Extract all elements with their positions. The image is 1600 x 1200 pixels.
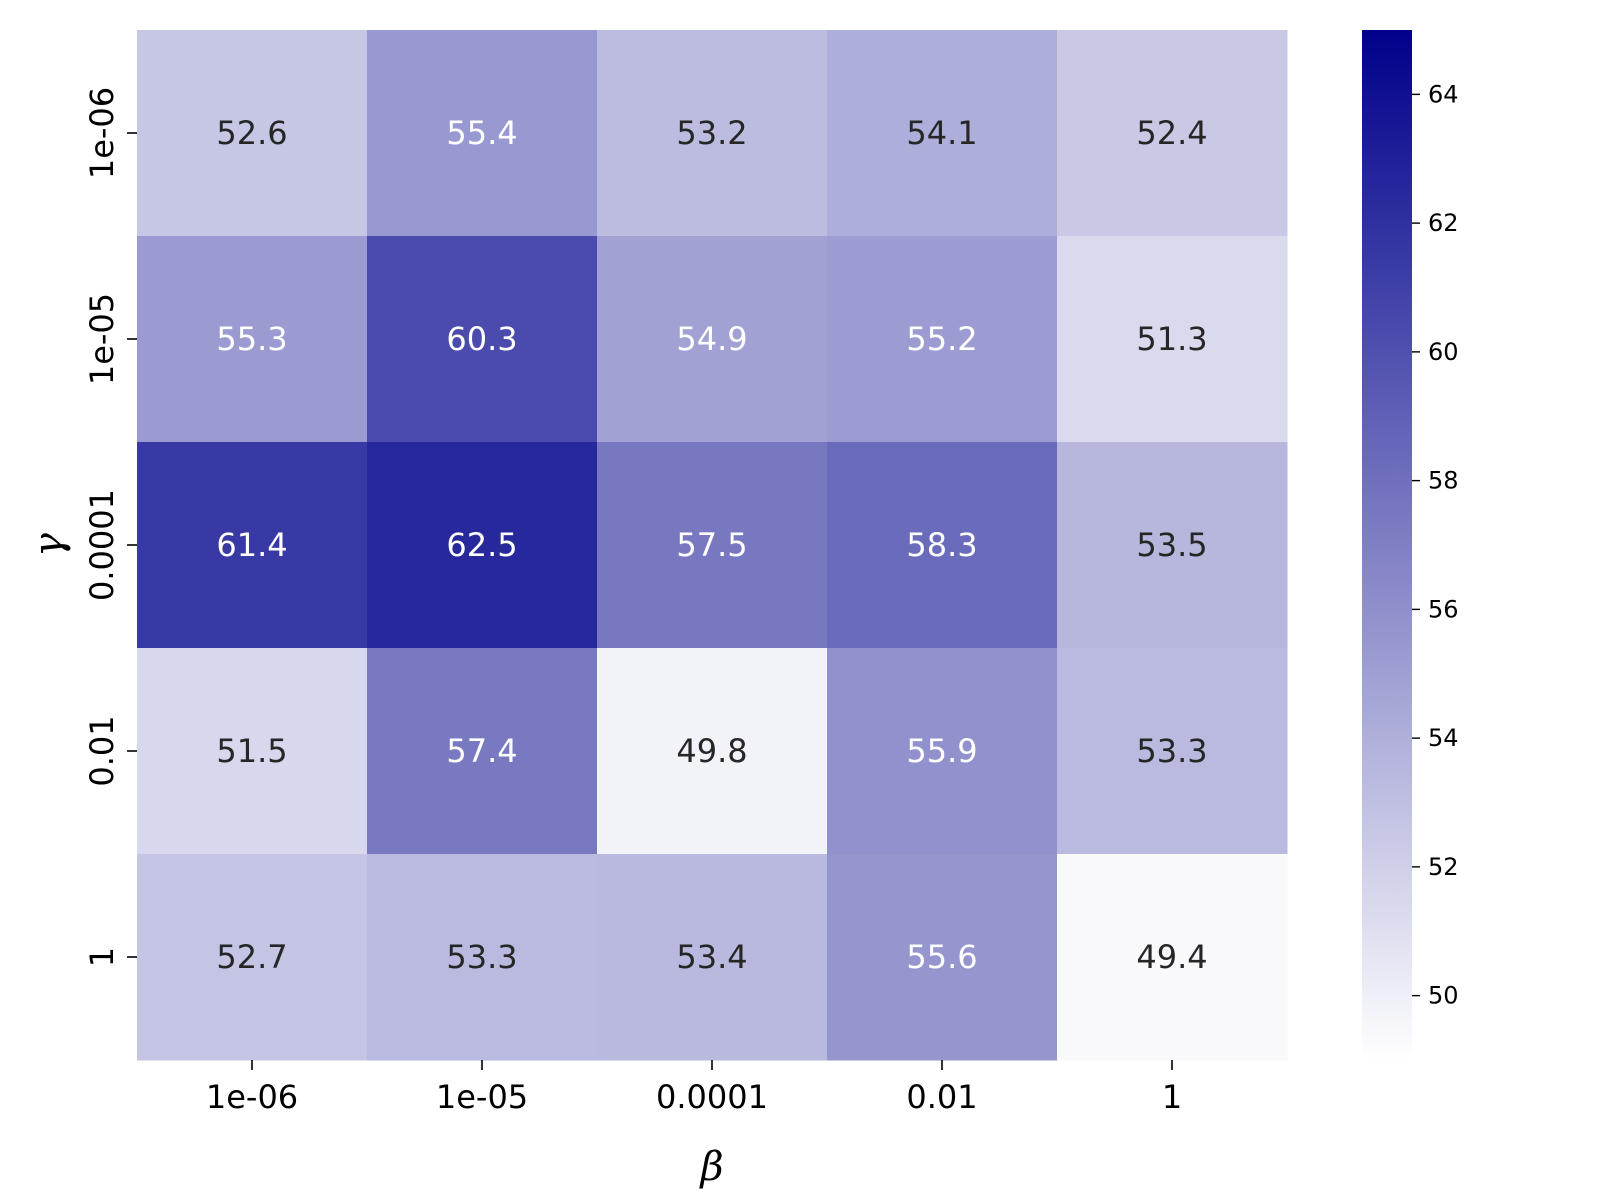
y-tick-label: 1e-05 bbox=[83, 293, 121, 385]
heatmap-cell-labels: 52.6 55.4 53.2 54.1 52.4 55.3 60.3 54.9 55.2 51.3… bbox=[216, 114, 1207, 976]
x-tick-label: 0.01 bbox=[906, 1078, 977, 1116]
heatmap-cell bbox=[827, 854, 1058, 1061]
x-tick-label: 0.0001 bbox=[656, 1078, 768, 1116]
heatmap-cell-label: 55.6 bbox=[906, 938, 977, 976]
heatmap-cell-label: 53.4 bbox=[676, 938, 747, 976]
heatmap-cell-label: 55.4 bbox=[446, 114, 517, 152]
colorbar-tick-label: 54 bbox=[1428, 724, 1459, 752]
heatmap-cell-label: 58.3 bbox=[906, 526, 977, 564]
heatmap-cell-label: 53.3 bbox=[1136, 732, 1207, 770]
y-axis: 1e-06 1e-05 0.0001 0.01 1 bbox=[83, 87, 137, 967]
heatmap-cell bbox=[1057, 648, 1288, 855]
colorbar-tick-label: 50 bbox=[1428, 982, 1459, 1010]
heatmap-cell-label: 52.6 bbox=[216, 114, 287, 152]
heatmap-cell-label: 51.5 bbox=[216, 732, 287, 770]
heatmap-cell-label: 55.9 bbox=[906, 732, 977, 770]
heatmap-cell-label: 53.2 bbox=[676, 114, 747, 152]
heatmap-cell-label: 60.3 bbox=[446, 320, 517, 358]
y-tick-label: 1e-06 bbox=[83, 87, 121, 179]
x-tick-label: 1e-05 bbox=[436, 1078, 528, 1116]
heatmap-cell bbox=[597, 648, 828, 855]
colorbar-tick-label: 60 bbox=[1428, 338, 1459, 366]
heatmap-cell-label: 54.1 bbox=[906, 114, 977, 152]
heatmap-cell-label: 55.2 bbox=[906, 320, 977, 358]
colorbar-tick-label: 52 bbox=[1428, 853, 1459, 881]
colorbar-gradient-bar bbox=[1362, 30, 1412, 1060]
heatmap-cell bbox=[1057, 236, 1288, 443]
heatmap-cell bbox=[597, 30, 828, 237]
heatmap-cell bbox=[827, 648, 1058, 855]
heatmap-cell bbox=[367, 442, 598, 649]
heatmap-cell bbox=[827, 30, 1058, 237]
heatmap-cell bbox=[367, 236, 598, 443]
colorbar-tick-label: 62 bbox=[1428, 209, 1459, 237]
heatmap-cell bbox=[597, 236, 828, 443]
heatmap-cell-label: 53.5 bbox=[1136, 526, 1207, 564]
heatmap-cell-label: 57.4 bbox=[446, 732, 517, 770]
y-tick-label: 1 bbox=[83, 947, 121, 967]
heatmap-cell bbox=[137, 854, 368, 1061]
heatmap-cell-label: 52.4 bbox=[1136, 114, 1207, 152]
heatmap-cell bbox=[137, 30, 368, 237]
heatmap-cell bbox=[827, 236, 1058, 443]
heatmap-cell bbox=[827, 442, 1058, 649]
x-tick-label: 1 bbox=[1162, 1078, 1182, 1116]
heatmap-cell bbox=[137, 648, 368, 855]
heatmap-cell bbox=[1057, 30, 1288, 237]
heatmap-cell bbox=[137, 236, 368, 443]
y-axis-title: γ bbox=[26, 533, 72, 557]
colorbar-tick-label: 64 bbox=[1428, 80, 1459, 108]
heatmap-cell-label: 49.8 bbox=[676, 732, 747, 770]
heatmap-cell-label: 51.3 bbox=[1136, 320, 1207, 358]
heatmap-cell bbox=[137, 442, 368, 649]
heatmap-cell-label: 62.5 bbox=[446, 526, 517, 564]
x-axis: 1e-06 1e-05 0.0001 0.01 1 bbox=[206, 1060, 1182, 1116]
y-tick-label: 0.01 bbox=[83, 715, 121, 786]
heatmap-cell-label: 61.4 bbox=[216, 526, 287, 564]
heatmap-cell bbox=[1057, 854, 1288, 1061]
heatmap-cell bbox=[597, 854, 828, 1061]
heatmap-cell-label: 49.4 bbox=[1136, 938, 1207, 976]
heatmap-cell-label: 54.9 bbox=[676, 320, 747, 358]
heatmap-cell-label: 57.5 bbox=[676, 526, 747, 564]
colorbar-tick-label: 58 bbox=[1428, 467, 1459, 495]
heatmap-cell bbox=[367, 648, 598, 855]
heatmap-cell bbox=[1057, 442, 1288, 649]
x-tick-label: 1e-06 bbox=[206, 1078, 298, 1116]
x-axis-title: β bbox=[698, 1144, 723, 1190]
heatmap-cell bbox=[367, 854, 598, 1061]
heatmap-cell bbox=[597, 442, 828, 649]
colorbar: 50 52 54 56 58 60 62 64 bbox=[1362, 30, 1459, 1060]
heatmap-cell-label: 55.3 bbox=[216, 320, 287, 358]
heatmap-cell-label: 53.3 bbox=[446, 938, 517, 976]
y-tick-label: 0.0001 bbox=[83, 489, 121, 601]
heatmap-cell-label: 52.7 bbox=[216, 938, 287, 976]
heatmap-cell bbox=[367, 30, 598, 237]
colorbar-tick-label: 56 bbox=[1428, 595, 1459, 623]
heatmap-cells bbox=[137, 30, 1288, 1061]
